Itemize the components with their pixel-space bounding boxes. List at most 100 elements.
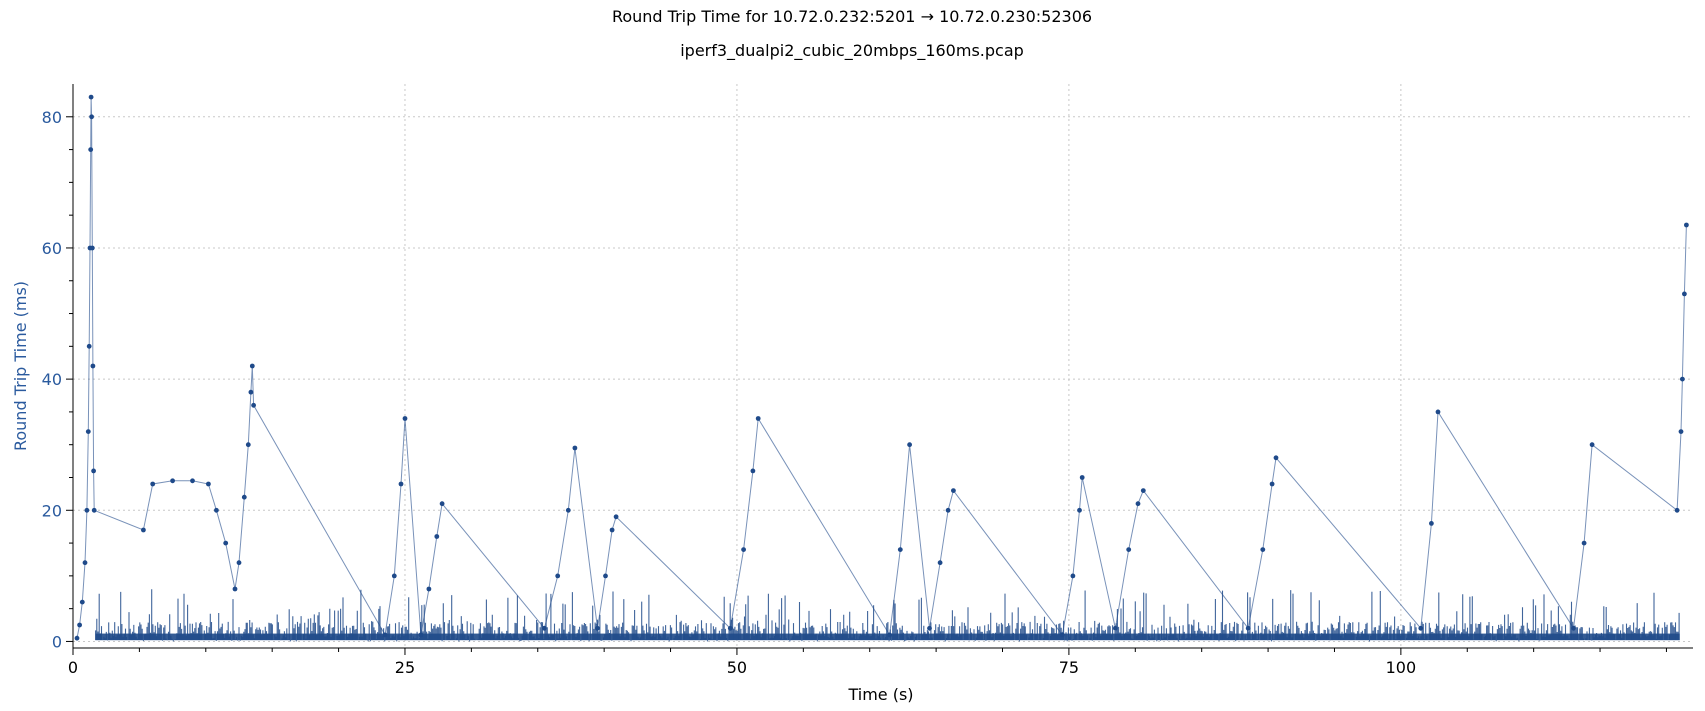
rtt-point <box>951 488 956 493</box>
rtt-point <box>141 527 146 533</box>
rtt-point <box>555 573 561 579</box>
chart-title: Round Trip Time for 10.72.0.232:5201 → 1… <box>612 7 1092 26</box>
rtt-point <box>613 514 619 520</box>
rtt-point <box>1678 429 1684 434</box>
rtt-point <box>897 547 903 552</box>
rtt-point <box>1429 521 1434 526</box>
rtt-point <box>741 547 746 552</box>
rtt-point <box>887 632 892 638</box>
rtt-point <box>245 442 251 448</box>
rtt-point <box>236 560 242 566</box>
rtt-point <box>232 586 238 592</box>
y-tick-label: 0 <box>52 632 62 651</box>
rtt-point <box>1140 488 1146 493</box>
rtt-point <box>402 416 408 421</box>
x-tick-label: 25 <box>395 658 415 677</box>
rtt-point <box>249 363 255 369</box>
rtt-point <box>88 94 94 100</box>
rtt-point <box>1059 632 1065 638</box>
rtt-point <box>434 534 440 539</box>
rtt-point <box>1680 376 1685 382</box>
rtt-point <box>907 442 912 448</box>
rtt-point <box>1079 475 1085 480</box>
rtt-point <box>1581 540 1587 546</box>
chart-subtitle: iperf3_dualpi2_cubic_20mbps_160ms.pcap <box>680 41 1024 61</box>
rtt-point <box>206 481 211 487</box>
rtt-point <box>572 445 578 451</box>
rtt-point <box>603 573 608 579</box>
y-tick-label: 20 <box>42 501 62 520</box>
rtt-point <box>241 494 247 500</box>
rtt-series-line <box>76 97 1687 639</box>
x-tick-label: 0 <box>68 658 78 677</box>
rtt-point <box>439 501 445 507</box>
rtt-point <box>84 507 90 513</box>
rtt-point <box>82 560 88 566</box>
rtt-point <box>1684 222 1689 228</box>
y-axis-ticks: 0 20 40 60 80 <box>42 108 73 651</box>
rtt-point <box>1245 625 1251 631</box>
rtt-point <box>609 527 615 533</box>
rtt-point <box>79 599 85 605</box>
rtt-point <box>1135 501 1141 507</box>
rtt-point <box>1589 442 1595 448</box>
x-axis-ticks: 0 25 50 75 100 <box>68 648 1667 677</box>
rtt-point <box>426 586 432 592</box>
rtt-point <box>170 478 176 484</box>
rtt-point <box>89 245 95 251</box>
baseline-band <box>95 633 1680 641</box>
rtt-point <box>223 540 229 546</box>
rtt-point <box>1070 573 1076 579</box>
rtt-point <box>251 402 256 408</box>
rtt-point <box>727 625 733 631</box>
rtt-point <box>595 625 600 631</box>
rtt-point <box>1113 625 1118 631</box>
rtt-point <box>1418 625 1424 631</box>
rtt-point <box>86 343 92 349</box>
x-tick-label: 100 <box>1386 658 1417 677</box>
rtt-point <box>214 507 219 513</box>
rtt-point <box>74 635 80 641</box>
y-tick-label: 40 <box>42 370 62 389</box>
rtt-point <box>1435 409 1441 415</box>
y-tick-label: 80 <box>42 108 62 127</box>
rtt-point <box>91 507 97 513</box>
rtt-point <box>1269 481 1275 487</box>
rtt-point <box>750 468 756 474</box>
rtt-point <box>190 478 195 484</box>
rtt-point <box>542 625 547 631</box>
rtt-point <box>1571 625 1576 631</box>
rtt-point <box>382 632 388 638</box>
x-tick-label: 50 <box>727 658 747 677</box>
rtt-point <box>88 147 94 153</box>
rtt-point <box>1260 547 1266 552</box>
rtt-point <box>945 507 951 513</box>
rtt-point <box>755 416 761 421</box>
rtt-point <box>90 363 96 369</box>
grid-lines <box>72 84 1693 648</box>
rtt-point <box>391 573 397 579</box>
rtt-point <box>937 560 943 566</box>
rtt-point <box>1126 547 1132 552</box>
rtt-point <box>418 632 424 638</box>
rtt-point <box>565 507 571 513</box>
rtt-point <box>1682 291 1687 297</box>
rtt-point <box>927 625 932 631</box>
rtt-point <box>91 468 96 474</box>
x-tick-label: 75 <box>1059 658 1079 677</box>
rtt-series <box>74 94 1689 641</box>
rtt-point <box>89 114 94 120</box>
rtt-point <box>398 481 404 487</box>
y-axis-label: Round Trip Time (ms) <box>11 281 30 451</box>
y-tick-label: 60 <box>42 239 62 258</box>
rtt-point <box>150 481 156 487</box>
rtt-point <box>1674 507 1680 513</box>
rtt-point <box>1077 507 1082 513</box>
rtt-point <box>1273 455 1279 461</box>
rtt-point <box>85 429 91 434</box>
rtt-point <box>77 622 82 628</box>
rtt-point <box>248 389 254 395</box>
x-axis-label: Time (s) <box>847 685 913 704</box>
baseline-cluster <box>95 589 1680 642</box>
